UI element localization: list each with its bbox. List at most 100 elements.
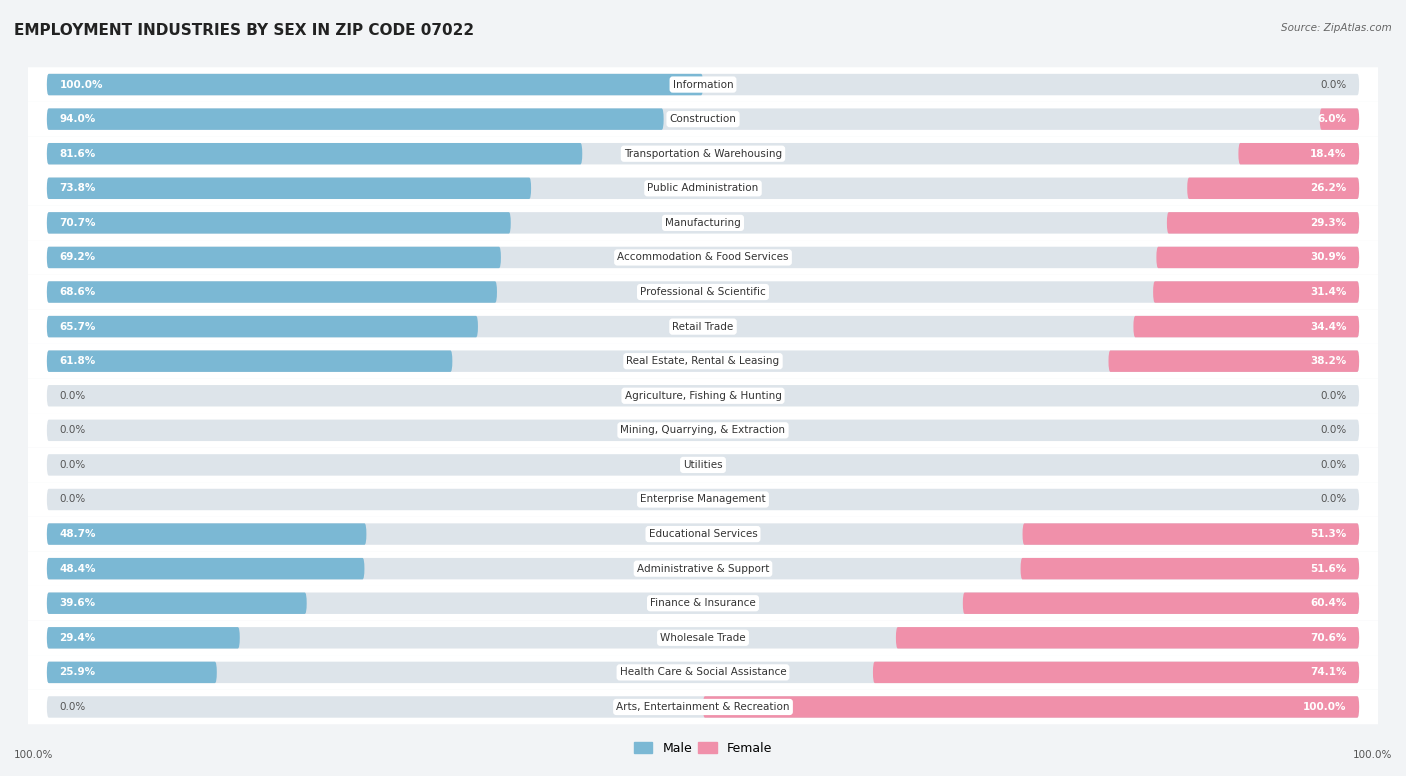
Text: Arts, Entertainment & Recreation: Arts, Entertainment & Recreation [616, 702, 790, 712]
FancyBboxPatch shape [46, 593, 307, 614]
Text: 60.4%: 60.4% [1310, 598, 1347, 608]
FancyBboxPatch shape [1239, 143, 1360, 165]
Text: Mining, Quarrying, & Extraction: Mining, Quarrying, & Extraction [620, 425, 786, 435]
Text: 0.0%: 0.0% [1320, 391, 1347, 400]
Text: Source: ZipAtlas.com: Source: ZipAtlas.com [1281, 23, 1392, 33]
Text: Construction: Construction [669, 114, 737, 124]
Text: 0.0%: 0.0% [1320, 494, 1347, 504]
Text: 70.7%: 70.7% [59, 218, 96, 228]
Text: Educational Services: Educational Services [648, 529, 758, 539]
FancyBboxPatch shape [46, 109, 664, 130]
FancyBboxPatch shape [873, 662, 1360, 683]
FancyBboxPatch shape [46, 420, 1360, 441]
FancyBboxPatch shape [46, 351, 1360, 372]
Text: 0.0%: 0.0% [59, 460, 86, 470]
FancyBboxPatch shape [15, 310, 1391, 344]
Text: EMPLOYMENT INDUSTRIES BY SEX IN ZIP CODE 07022: EMPLOYMENT INDUSTRIES BY SEX IN ZIP CODE… [14, 23, 474, 38]
FancyBboxPatch shape [46, 454, 1360, 476]
FancyBboxPatch shape [46, 109, 1360, 130]
Text: 39.6%: 39.6% [59, 598, 96, 608]
FancyBboxPatch shape [1320, 109, 1360, 130]
Text: 18.4%: 18.4% [1310, 149, 1347, 159]
FancyBboxPatch shape [46, 316, 478, 338]
Text: 74.1%: 74.1% [1310, 667, 1347, 677]
Text: Professional & Scientific: Professional & Scientific [640, 287, 766, 297]
FancyBboxPatch shape [46, 282, 496, 303]
Text: 51.6%: 51.6% [1310, 563, 1347, 573]
FancyBboxPatch shape [46, 627, 1360, 649]
FancyBboxPatch shape [46, 351, 453, 372]
Text: 6.0%: 6.0% [1317, 114, 1347, 124]
Text: 48.7%: 48.7% [59, 529, 96, 539]
Text: 48.4%: 48.4% [59, 563, 96, 573]
FancyBboxPatch shape [15, 275, 1391, 310]
FancyBboxPatch shape [15, 655, 1391, 690]
Text: Manufacturing: Manufacturing [665, 218, 741, 228]
FancyBboxPatch shape [703, 696, 1360, 718]
Text: Public Administration: Public Administration [647, 183, 759, 193]
Text: 31.4%: 31.4% [1310, 287, 1347, 297]
Text: 29.4%: 29.4% [59, 632, 96, 643]
Text: Health Care & Social Assistance: Health Care & Social Assistance [620, 667, 786, 677]
Text: Accommodation & Food Services: Accommodation & Food Services [617, 252, 789, 262]
FancyBboxPatch shape [1108, 351, 1360, 372]
Text: 0.0%: 0.0% [59, 702, 86, 712]
FancyBboxPatch shape [15, 552, 1391, 586]
Text: Finance & Insurance: Finance & Insurance [650, 598, 756, 608]
Text: Enterprise Management: Enterprise Management [640, 494, 766, 504]
Text: 0.0%: 0.0% [59, 425, 86, 435]
FancyBboxPatch shape [1021, 558, 1360, 580]
FancyBboxPatch shape [1187, 178, 1360, 199]
FancyBboxPatch shape [15, 240, 1391, 275]
Text: Information: Information [672, 80, 734, 89]
Text: 26.2%: 26.2% [1310, 183, 1347, 193]
Text: Utilities: Utilities [683, 460, 723, 470]
Text: 65.7%: 65.7% [59, 321, 96, 331]
Text: Wholesale Trade: Wholesale Trade [661, 632, 745, 643]
Text: 69.2%: 69.2% [59, 252, 96, 262]
Text: 0.0%: 0.0% [59, 391, 86, 400]
FancyBboxPatch shape [46, 662, 1360, 683]
FancyBboxPatch shape [46, 316, 1360, 338]
FancyBboxPatch shape [46, 282, 1360, 303]
FancyBboxPatch shape [1156, 247, 1360, 268]
FancyBboxPatch shape [46, 74, 1360, 95]
FancyBboxPatch shape [15, 690, 1391, 724]
Text: Agriculture, Fishing & Hunting: Agriculture, Fishing & Hunting [624, 391, 782, 400]
FancyBboxPatch shape [15, 68, 1391, 102]
FancyBboxPatch shape [46, 489, 1360, 510]
Text: 68.6%: 68.6% [59, 287, 96, 297]
FancyBboxPatch shape [1153, 282, 1360, 303]
FancyBboxPatch shape [15, 482, 1391, 517]
Text: 100.0%: 100.0% [1303, 702, 1347, 712]
Text: 34.4%: 34.4% [1310, 321, 1347, 331]
FancyBboxPatch shape [963, 593, 1360, 614]
FancyBboxPatch shape [15, 379, 1391, 413]
FancyBboxPatch shape [46, 593, 1360, 614]
FancyBboxPatch shape [1167, 212, 1360, 234]
FancyBboxPatch shape [15, 621, 1391, 655]
Text: 61.8%: 61.8% [59, 356, 96, 366]
FancyBboxPatch shape [15, 206, 1391, 240]
Text: Retail Trade: Retail Trade [672, 321, 734, 331]
Text: 100.0%: 100.0% [1353, 750, 1392, 760]
FancyBboxPatch shape [46, 523, 1360, 545]
Text: 51.3%: 51.3% [1310, 529, 1347, 539]
Text: 29.3%: 29.3% [1310, 218, 1347, 228]
Text: Transportation & Warehousing: Transportation & Warehousing [624, 149, 782, 159]
FancyBboxPatch shape [15, 586, 1391, 621]
FancyBboxPatch shape [46, 247, 501, 268]
FancyBboxPatch shape [46, 558, 364, 580]
FancyBboxPatch shape [1022, 523, 1360, 545]
FancyBboxPatch shape [46, 212, 510, 234]
FancyBboxPatch shape [1133, 316, 1360, 338]
FancyBboxPatch shape [46, 558, 1360, 580]
FancyBboxPatch shape [46, 247, 1360, 268]
Text: 0.0%: 0.0% [1320, 80, 1347, 89]
FancyBboxPatch shape [46, 143, 1360, 165]
Legend: Male, Female: Male, Female [628, 737, 778, 760]
FancyBboxPatch shape [15, 102, 1391, 137]
FancyBboxPatch shape [46, 178, 1360, 199]
FancyBboxPatch shape [46, 385, 1360, 407]
Text: 0.0%: 0.0% [59, 494, 86, 504]
